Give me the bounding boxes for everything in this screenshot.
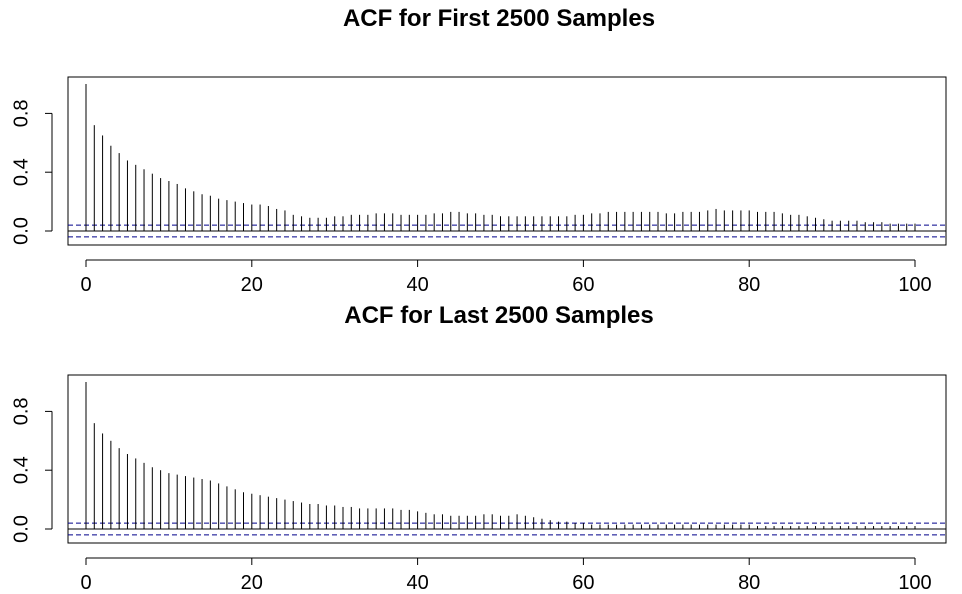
acf-panel-last: ACF for Last 2500 Samples 0 20 40 60 80 100 0.…	[10, 302, 947, 594]
y-tick-label: 0.8	[10, 397, 32, 425]
acf-panel-first: ACF for First 2500 Samples 0 20 40 60 80 100 0…	[10, 5, 947, 296]
y-tick-label: 0.0	[10, 515, 32, 543]
x-tick-label: 80	[738, 572, 760, 594]
x-tick-label: 100	[898, 572, 931, 594]
chart-title-last: ACF for Last 2500 Samples	[344, 302, 653, 329]
x-tick-label: 0	[80, 274, 91, 296]
x-tick-label: 20	[241, 572, 263, 594]
x-tick-label: 40	[406, 274, 428, 296]
x-tick-label: 60	[572, 572, 594, 594]
y-tick-label: 0.4	[10, 158, 32, 186]
x-tick-label: 60	[572, 274, 594, 296]
x-tick-label: 20	[241, 274, 263, 296]
x-tick-label: 100	[898, 274, 931, 296]
x-tick-label: 40	[406, 572, 428, 594]
plot-frame	[67, 76, 947, 246]
y-tick-label: 0.4	[10, 456, 32, 484]
y-tick-label: 0.8	[10, 99, 32, 127]
y-tick-label: 0.0	[10, 217, 32, 245]
chart-title-first: ACF for First 2500 Samples	[343, 5, 655, 32]
x-tick-label: 0	[80, 572, 91, 594]
plot-frame	[67, 374, 947, 544]
x-tick-label: 80	[738, 274, 760, 296]
